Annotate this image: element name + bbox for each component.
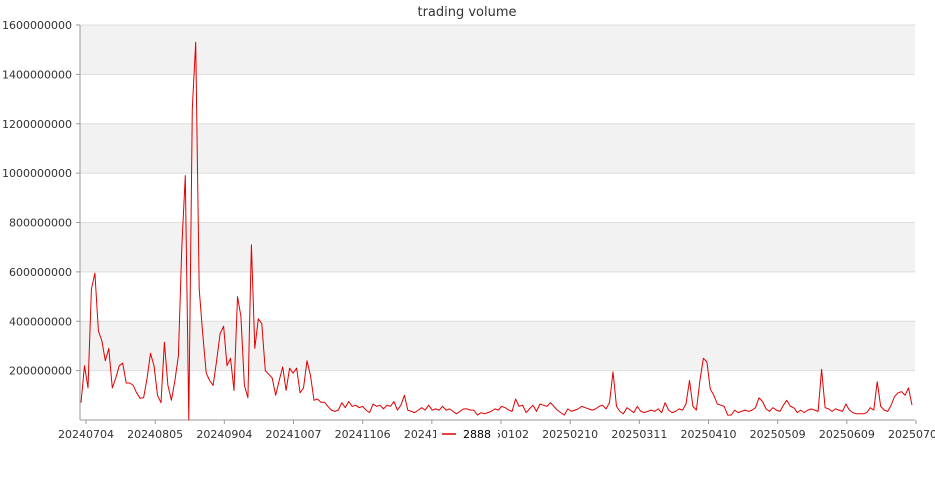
- x-tick-label: 20250708: [888, 428, 935, 441]
- y-tick-label: 400000000: [9, 315, 72, 328]
- grid-bands: [80, 25, 915, 371]
- x-tick-label: 20241007: [266, 428, 322, 441]
- x-tick-label: 20240805: [127, 428, 183, 441]
- y-tick-label: 600000000: [9, 266, 72, 279]
- y-axis-ticks: 1600000000 1400000000 1200000000 1000000000…: [2, 19, 80, 378]
- y-tick-label: 800000000: [9, 217, 72, 230]
- x-tick-label: 20250509: [750, 428, 806, 441]
- x-tick-label: 20240704: [58, 428, 114, 441]
- y-tick-label: 1600000000: [2, 19, 72, 32]
- y-tick-label: 1400000000: [2, 68, 72, 81]
- legend: 2888: [436, 425, 498, 443]
- series-lines: [80, 41, 913, 421]
- y-tick-label: 1200000000: [2, 118, 72, 131]
- grid-band: [80, 222, 915, 272]
- x-tick-label: 20250311: [611, 428, 667, 441]
- y-tick-label: 200000000: [9, 365, 72, 378]
- grid-lines: [80, 24, 915, 372]
- grid-band: [80, 321, 915, 371]
- chart-title: trading volume: [417, 5, 516, 20]
- series-line-2888: [80, 41, 913, 421]
- x-tick-label: 20250609: [819, 428, 875, 441]
- y-tick-label: 1000000000: [2, 167, 72, 180]
- x-tick-label: 20241106: [335, 428, 391, 441]
- x-tick-label: 20240904: [196, 428, 252, 441]
- x-tick-label: 20250410: [681, 428, 737, 441]
- x-axis-ticks: 20240704 20240805 20240904 20241007 20241106…: [58, 420, 935, 441]
- grid-band: [80, 123, 915, 174]
- grid-band: [80, 25, 915, 75]
- x-tick-label: 20250210: [542, 428, 598, 441]
- legend-background: [436, 425, 498, 443]
- legend-label-2888: 2888: [463, 428, 491, 441]
